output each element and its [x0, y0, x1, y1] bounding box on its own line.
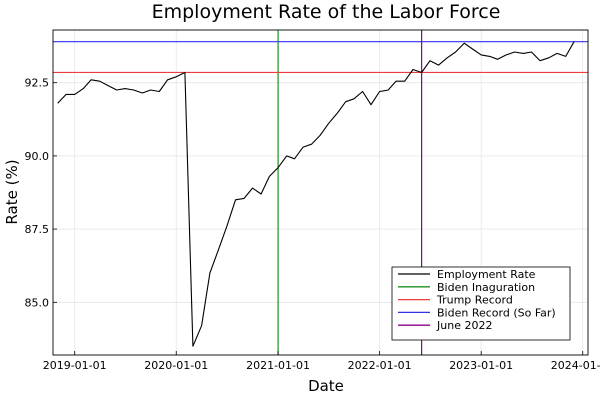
legend-entry: Employment Rate — [437, 268, 536, 281]
x-tick-label: 2020-01-01 — [144, 359, 208, 372]
y-tick-label: 87.5 — [25, 223, 50, 236]
y-axis-label: Rate (%) — [3, 159, 21, 224]
legend-entry: Trump Record — [436, 294, 513, 307]
x-tick-label: 2019-01-01 — [43, 359, 107, 372]
legend-entry: June 2022 — [436, 319, 492, 332]
x-axis-label: Date — [308, 377, 344, 395]
chart-title: Employment Rate of the Labor Force — [152, 1, 501, 23]
x-tick-label: 2024-01-01 — [551, 359, 600, 372]
legend-entry: Biden Record (So Far) — [437, 306, 556, 319]
x-tick-label: 2022-01-01 — [348, 359, 412, 372]
x-tick-label: 2023-01-01 — [449, 359, 513, 372]
legend-entry: Biden Inaguration — [437, 281, 535, 294]
x-tick-label: 2021-01-01 — [246, 359, 310, 372]
series-layer — [57, 41, 575, 347]
x-axis: 2019-01-01 2020-01-01 2021-01-01 2022-01-01… — [43, 351, 600, 372]
y-axis: 85.0 87.5 90.0 92.5 — [25, 77, 57, 309]
plot-frame — [52, 29, 589, 356]
y-tick-label: 90.0 — [25, 150, 50, 163]
employment-rate-series-line — [57, 41, 575, 347]
y-tick-label: 92.5 — [25, 77, 50, 90]
legend-box — [391, 266, 571, 341]
y-tick-label: 85.0 — [25, 296, 50, 309]
